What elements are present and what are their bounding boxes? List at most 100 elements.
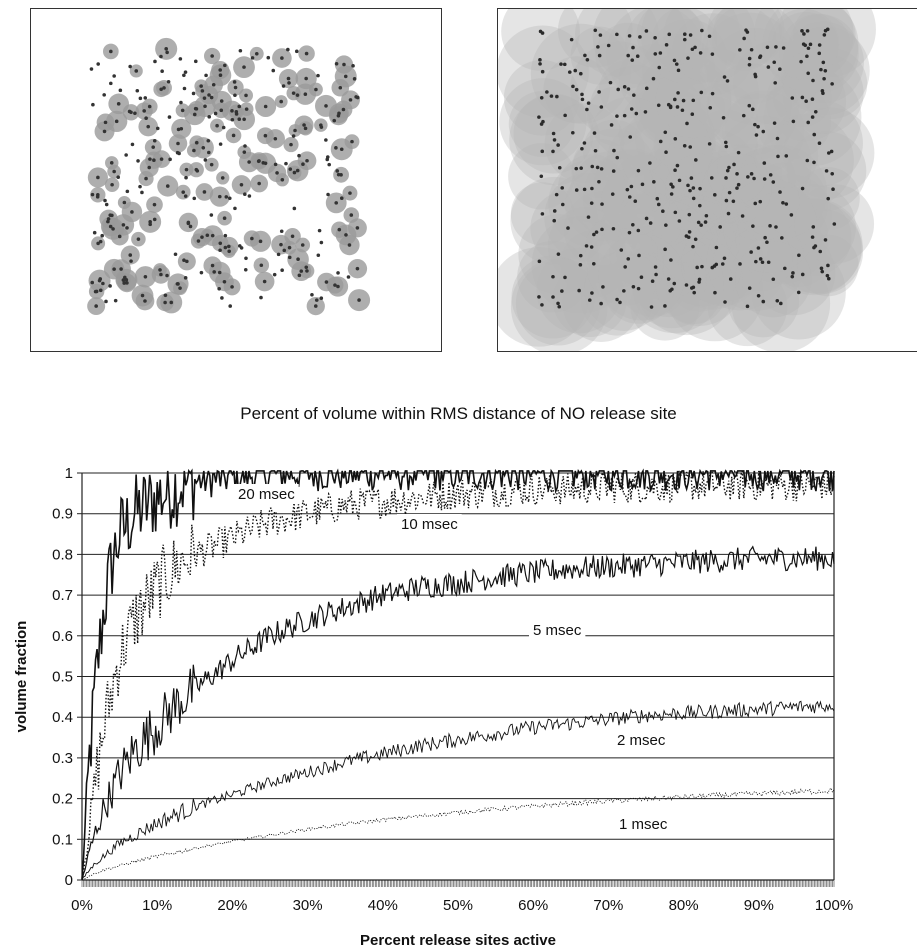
release-site-dot [818,249,823,254]
release-site-dot [188,224,193,229]
release-site-dot [263,104,268,109]
release-site-dot [682,32,687,37]
release-site-dot [627,230,632,235]
release-site-dot [272,272,277,277]
release-site-dot [183,70,188,74]
release-site-dot [615,32,619,37]
release-site-dot [90,192,95,197]
release-site-dot [243,192,247,196]
release-site-dot [727,190,732,195]
release-site-dot [194,167,199,172]
scatter-panel-right [497,8,917,352]
release-site-dot [673,137,678,141]
release-site-dot [180,108,185,113]
release-site-dot [765,240,769,245]
release-site-dot [817,43,822,47]
release-site-dot [819,266,824,271]
release-site-dot [324,280,329,284]
release-site-dot [219,108,224,113]
release-site-dot [136,237,141,241]
release-site-dot [230,109,234,113]
release-site-dot [727,165,731,170]
release-site-dot [822,76,826,81]
release-site-dot [597,179,601,184]
series-label-bg [529,620,586,640]
release-site-dot [192,112,197,117]
release-site-dot [263,133,268,138]
release-site-dot [712,264,717,268]
release-site-dot [199,270,204,275]
release-site-dot [257,181,261,186]
release-site-dot [631,45,635,50]
release-site-dot [228,304,232,308]
release-site-dot [735,186,739,190]
release-site-dot [301,162,305,166]
release-site-dot [222,216,227,220]
release-site-dot [537,115,541,119]
release-site-dot [654,272,658,277]
release-site-dot [244,107,249,111]
release-site-dot [217,287,221,291]
release-site-dot [325,157,330,162]
release-site-dot [699,90,704,95]
release-site-dot [165,184,170,188]
release-site-dot [753,72,757,77]
release-site-dot [810,115,815,119]
release-site-dot [692,290,697,295]
release-site-dot [552,138,557,142]
release-site-dot [744,28,748,32]
chart-title: Percent of volume within RMS distance of… [240,404,677,423]
release-site-dot [244,256,248,261]
release-site-dot [664,150,668,154]
release-site-dot [551,131,556,136]
release-site-dot [573,68,578,73]
release-site-dot [98,239,103,244]
release-site-dot [207,93,211,97]
release-site-dot [212,270,216,274]
release-site-dot [138,184,142,189]
release-site-dot [336,271,340,275]
x-minor-ticks [81,880,835,887]
x-tick-label: 0% [71,897,93,914]
release-site-dot [732,162,736,167]
release-site-dot [109,81,113,86]
release-site-dot [741,113,746,118]
release-site-dot [800,95,805,100]
release-site-dot [574,166,579,171]
release-site-dot [299,269,304,273]
release-site-dot [640,182,645,187]
release-site-dot [689,176,694,180]
release-site-dot [202,190,207,194]
release-site-dot [200,89,205,93]
release-site-dot [319,296,324,301]
release-site-dot [129,259,133,263]
release-site-dot [304,265,309,270]
release-site-dot [783,266,787,271]
release-site-dot [203,158,208,162]
release-site-dot [635,54,640,58]
release-site-dot [583,53,587,58]
release-site-dot [761,299,766,304]
release-site-dot [263,161,268,166]
release-site-dot [286,47,290,52]
release-site-dot [698,203,702,208]
release-site-dot [211,82,216,87]
release-site-dot [273,136,278,141]
release-site-dot [125,281,129,285]
release-site-dot [199,84,203,88]
release-site-dot [569,37,574,42]
release-site-dot [122,200,127,205]
release-site-dot [653,52,658,56]
release-site-dot [594,230,599,234]
release-site-dot [738,262,742,266]
release-site-dot [574,188,579,192]
release-site-dot [687,230,692,234]
release-site-dot [758,55,762,60]
release-site-dot [633,199,638,203]
release-site-dot [113,298,118,303]
release-site-dot [571,130,575,135]
release-site-dot [612,148,616,153]
release-site-dot [220,176,225,180]
release-site-dot [319,123,323,127]
release-site-dot [580,97,585,102]
